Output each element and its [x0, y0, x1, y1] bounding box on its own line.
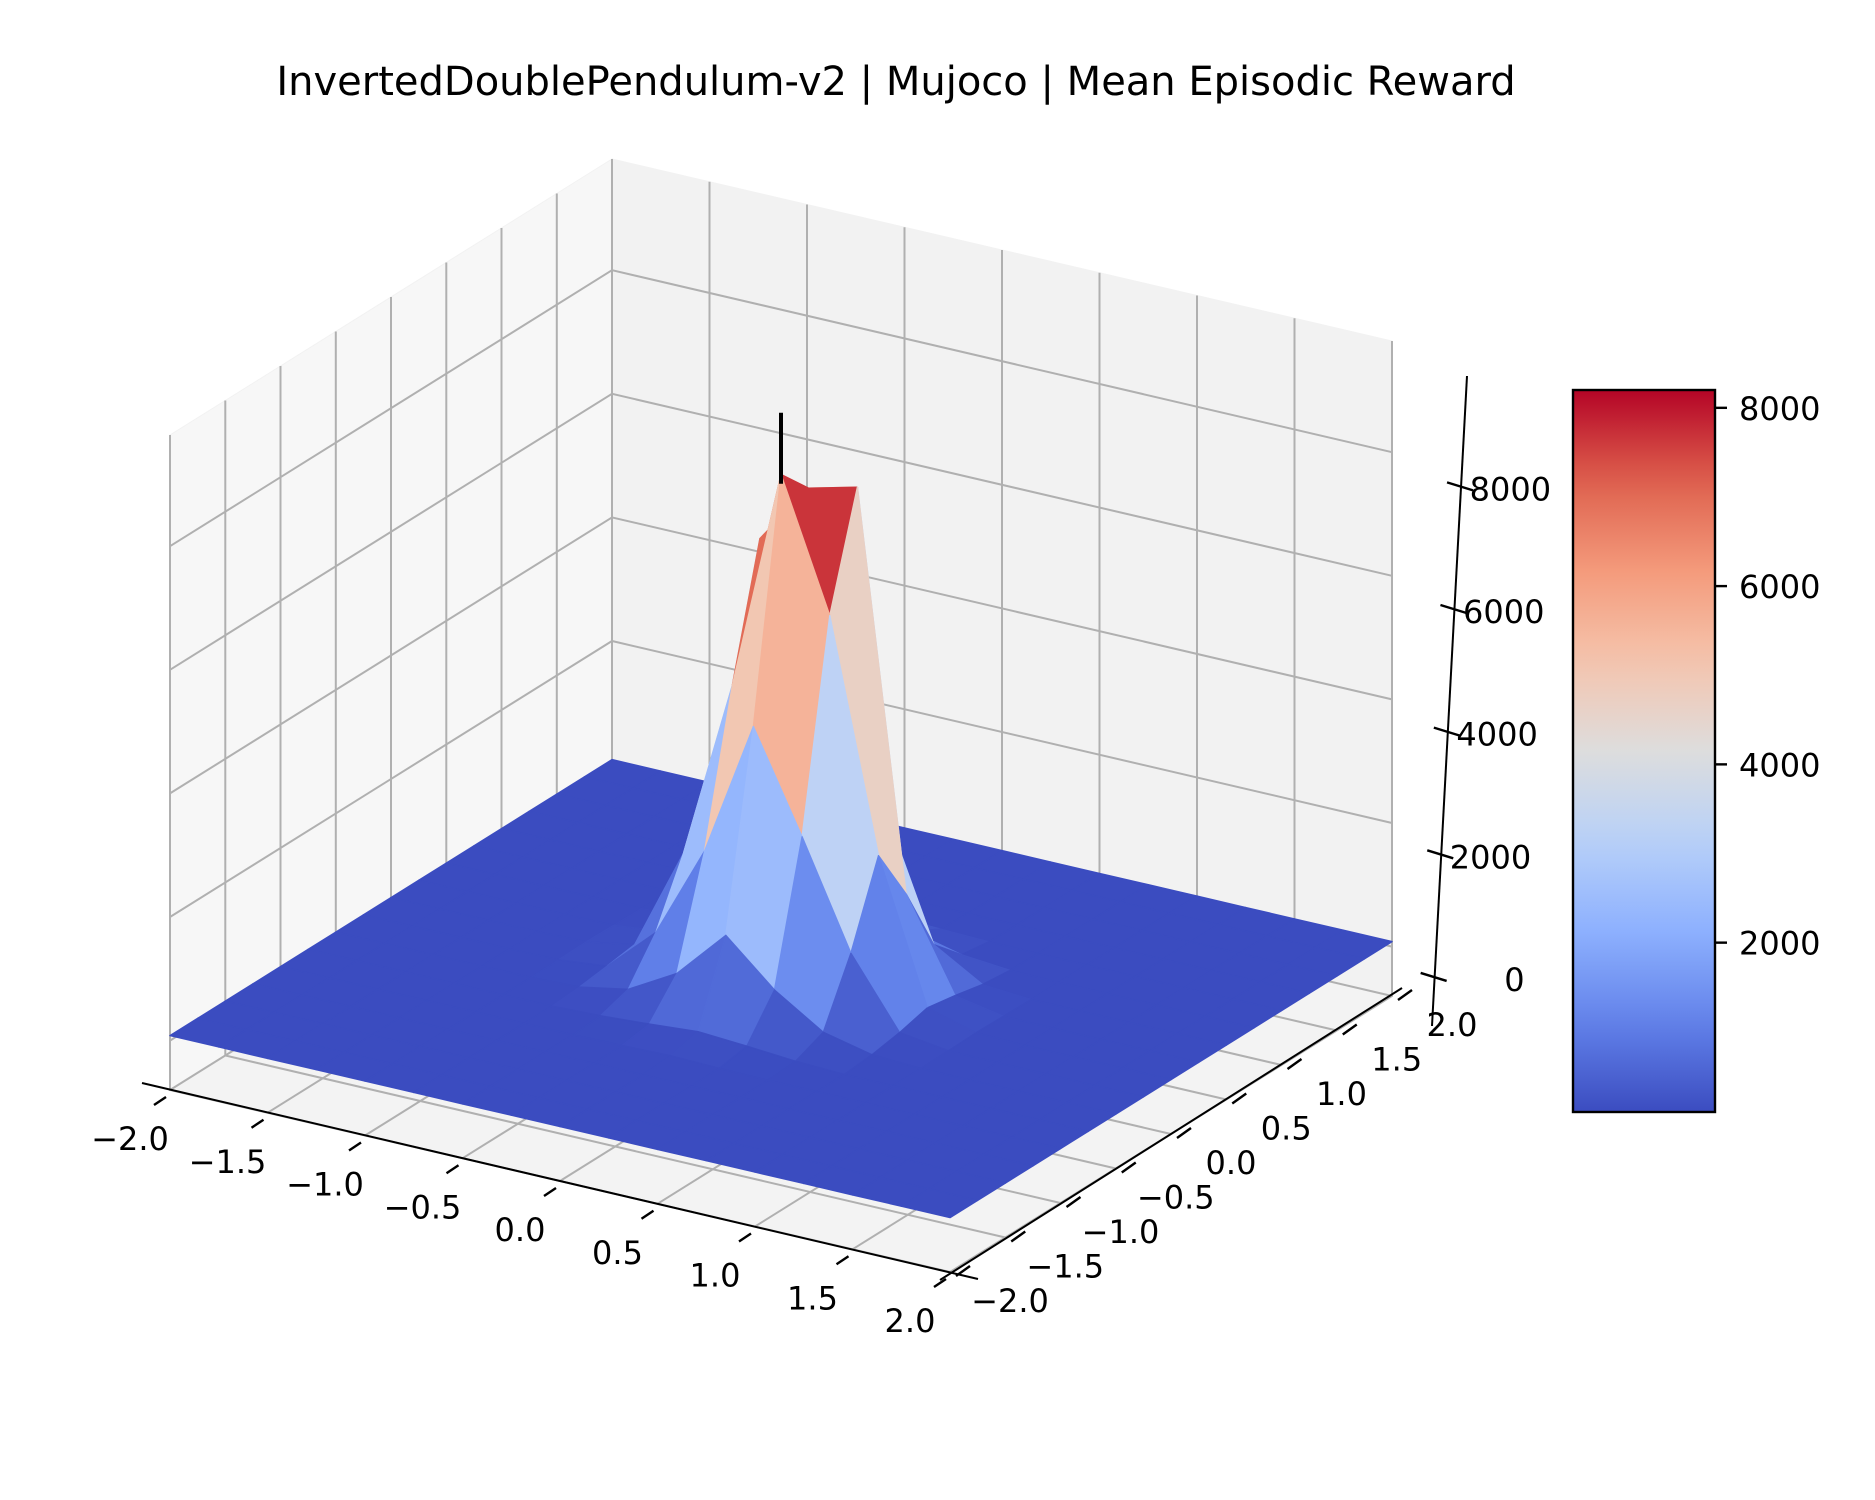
x-tick-label: 0.0 — [495, 1211, 546, 1249]
y-tick-label: −1.0 — [1082, 1213, 1160, 1251]
x-tick-label: −1.0 — [286, 1166, 364, 1204]
z-gridline — [169, 269, 1393, 548]
z-tick-label: 4000 — [1456, 716, 1537, 754]
y-tick-label: 0.0 — [1206, 1144, 1257, 1182]
y-tick-mark — [1397, 989, 1413, 1001]
x-tick-label: −0.5 — [384, 1188, 462, 1226]
y-axis-ticks: −2.0−1.5−1.0−0.50.00.51.01.52.0 — [955, 989, 1478, 1320]
z-gridline — [169, 639, 1393, 918]
x-tick-mark — [153, 1096, 167, 1106]
z-tick-mark — [1440, 603, 1467, 615]
chart-title: InvertedDoublePendulum-v2 | Mujoco | Mea… — [276, 59, 1515, 105]
z-tick-mark — [1446, 481, 1474, 492]
z-tick-label: 6000 — [1463, 593, 1544, 631]
x-tick-label: 2.0 — [885, 1302, 936, 1340]
x-tick-mark — [640, 1209, 655, 1220]
x-tick-mark — [250, 1118, 265, 1129]
x-tick-mark — [445, 1164, 460, 1175]
x-tick-label: 1.5 — [787, 1279, 838, 1317]
x-tick-mark — [738, 1232, 752, 1243]
z-tick-mark — [1433, 726, 1461, 737]
y-tick-mark — [1342, 1023, 1358, 1036]
z-tick-label: 0 — [1504, 961, 1524, 999]
y-tick-mark — [1176, 1127, 1192, 1139]
y-tick-mark — [1010, 1230, 1026, 1243]
z-axis-line — [1431, 375, 1468, 1027]
z-gridline — [169, 516, 1393, 795]
y-tick-label: 1.5 — [1371, 1041, 1422, 1079]
x-axis-line — [141, 1082, 979, 1280]
y-tick-label: 0.5 — [1261, 1110, 1312, 1148]
y-tick-mark — [1286, 1058, 1303, 1070]
x-tick-label: 0.5 — [592, 1234, 643, 1272]
x-tick-label: −2.0 — [91, 1120, 169, 1158]
y-tick-label: −1.5 — [1026, 1248, 1104, 1286]
y-gridline — [224, 400, 1006, 1239]
z-axis-ticks: 0 2000 4000 6000 8000 — [1420, 470, 1551, 999]
y-tick-mark — [1065, 1196, 1082, 1208]
y-tick-label: 1.0 — [1316, 1075, 1367, 1113]
colorbar-gradient — [1571, 388, 1717, 1114]
z-tick-label: 8000 — [1470, 470, 1551, 508]
colorbar-ticks: 2000 4000 6000 8000 — [1715, 390, 1820, 963]
x-axis-ticks: −2.0 −1.5 −1.0 −0.5 0.0 0.5 1.0 1.5 2.0 — [91, 1096, 947, 1340]
y-tick-label: −2.0 — [971, 1282, 1049, 1320]
colorbar: 2000 4000 6000 8000 — [1571, 388, 1820, 1114]
axes-lines — [141, 375, 1468, 1281]
y-tick-label: 2.0 — [1427, 1006, 1478, 1044]
y-tick-label: −0.5 — [1137, 1179, 1215, 1217]
z-gridline — [169, 392, 1393, 671]
x-tick-label: 1.0 — [690, 1257, 741, 1295]
x-tick-mark — [348, 1141, 362, 1152]
x-tick-mark — [933, 1278, 947, 1288]
colorbar-tick-label: 6000 — [1739, 568, 1820, 606]
x-tick-mark — [835, 1255, 850, 1266]
y-tick-mark — [1231, 1092, 1247, 1105]
y-tick-mark — [1121, 1161, 1137, 1174]
colorbar-tick-label: 2000 — [1739, 925, 1820, 963]
z-tick-mark — [1426, 849, 1454, 860]
colorbar-tick-label: 4000 — [1739, 746, 1820, 784]
surface-face — [900, 1188, 979, 1219]
z-tick-label: 2000 — [1450, 838, 1531, 876]
x-tick-mark — [543, 1187, 557, 1197]
colorbar-tick-label: 8000 — [1739, 390, 1820, 428]
surface-plot — [169, 473, 1393, 1219]
y-tick-mark — [955, 1265, 971, 1277]
z-tick-mark — [1420, 971, 1447, 983]
y-axis-line — [939, 987, 1403, 1281]
x-tick-label: −1.5 — [189, 1143, 267, 1181]
